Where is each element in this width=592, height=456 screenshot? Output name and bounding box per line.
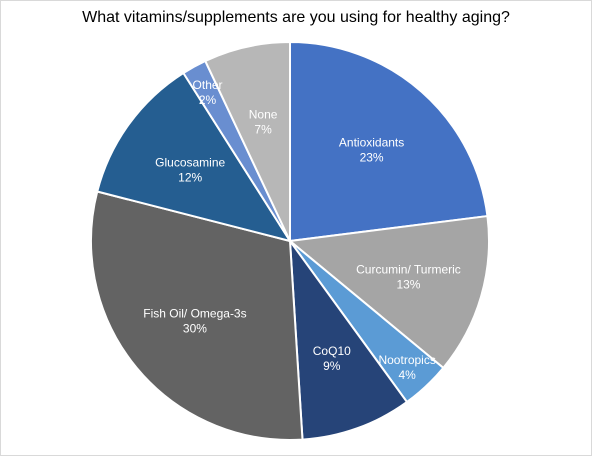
pie-slice-fish-oil-omega-3s [90, 190, 304, 441]
pie-labels: Antioxidants 23% Curcumin/ Turmeric 13% Noot… [143, 78, 461, 382]
pie-slice-glucosamine [96, 71, 293, 243]
pie-slice-curcumin-turmeric [287, 214, 490, 370]
slice-label-coq10: CoQ10 9% [313, 344, 351, 373]
pie-slice-coq10 [288, 237, 409, 441]
slice-label-other: Other 2% [193, 78, 223, 107]
pie-slice-none [203, 40, 291, 242]
slice-label-fish-oil-omega-3s: Fish Oil/ Omega-3s 30% [143, 307, 246, 336]
pie-slices [90, 40, 490, 441]
slice-label-glucosamine: Glucosamine 12% [155, 155, 225, 184]
slice-label-none: None 7% [249, 108, 278, 137]
slice-label-nootropics: Nootropics 4% [378, 353, 435, 382]
slice-label-curcumin-turmeric: Curcumin/ Turmeric 13% [356, 262, 461, 291]
pie-slice-antioxidants [289, 40, 489, 243]
slice-label-antioxidants: Antioxidants 23% [339, 135, 404, 164]
chart-title: What vitamins/supplements are you using … [82, 9, 510, 26]
